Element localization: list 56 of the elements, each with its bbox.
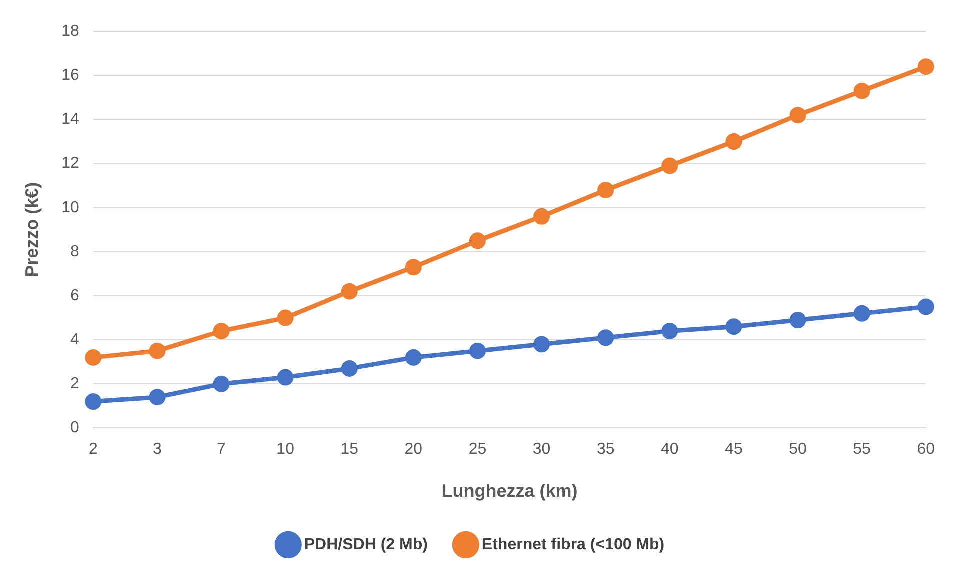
point bbox=[534, 208, 550, 225]
point bbox=[469, 232, 486, 250]
legend-label: PDH/SDH (2 Mb) bbox=[304, 536, 428, 554]
point bbox=[662, 323, 678, 340]
point bbox=[341, 360, 358, 377]
y-tick-label: 18 bbox=[62, 23, 80, 40]
x-axis-title: Lunghezza (km) bbox=[442, 481, 578, 502]
point bbox=[662, 158, 678, 174]
point bbox=[405, 259, 422, 276]
x-tick-label: 50 bbox=[789, 441, 807, 458]
x-tick-label: 45 bbox=[725, 441, 743, 458]
point bbox=[918, 58, 934, 76]
point bbox=[213, 323, 230, 340]
point bbox=[854, 305, 870, 322]
y-tick-label: 8 bbox=[70, 243, 80, 260]
legend-label: Ethernet fibra (<100 Mb) bbox=[482, 536, 665, 554]
point bbox=[277, 369, 294, 386]
x-tick-label: 20 bbox=[404, 441, 423, 458]
x-tick-label: 7 bbox=[217, 441, 226, 458]
y-tick-label: 12 bbox=[62, 155, 80, 172]
y-tick-label: 2 bbox=[70, 376, 80, 393]
x-tick-label: 25 bbox=[468, 441, 487, 458]
y-tick-label: 6 bbox=[70, 287, 80, 304]
x-tick-label: 10 bbox=[276, 441, 295, 458]
x-tick-label: 55 bbox=[853, 441, 872, 458]
point bbox=[149, 389, 166, 406]
y-tick-label: 16 bbox=[62, 67, 80, 84]
y-tick-label: 10 bbox=[62, 199, 80, 216]
x-tick-label: 2 bbox=[88, 441, 98, 458]
point bbox=[790, 107, 806, 124]
point bbox=[854, 82, 870, 100]
point bbox=[726, 134, 742, 150]
x-tick-label: 60 bbox=[917, 441, 936, 458]
point bbox=[918, 298, 934, 316]
y-axis-title: Prezzo (k€) bbox=[22, 182, 42, 278]
y-tick-label: 4 bbox=[70, 331, 80, 348]
x-tick-label: 3 bbox=[153, 441, 162, 458]
point bbox=[598, 330, 614, 346]
x-tick-label: 30 bbox=[532, 441, 551, 458]
y-tick-label: 14 bbox=[62, 111, 80, 128]
x-tick-label: 40 bbox=[660, 441, 679, 458]
x-tick-label: 15 bbox=[340, 441, 359, 458]
point bbox=[405, 349, 422, 366]
point bbox=[341, 283, 358, 300]
point bbox=[598, 182, 614, 198]
y-tick-label: 0 bbox=[70, 420, 80, 437]
point bbox=[213, 376, 230, 392]
point bbox=[790, 312, 806, 328]
point bbox=[85, 394, 102, 410]
point bbox=[149, 342, 166, 360]
point bbox=[85, 349, 102, 366]
x-tick-label: 35 bbox=[596, 441, 615, 458]
point bbox=[534, 336, 550, 353]
point bbox=[726, 318, 742, 336]
point bbox=[469, 342, 486, 360]
point bbox=[277, 310, 294, 326]
